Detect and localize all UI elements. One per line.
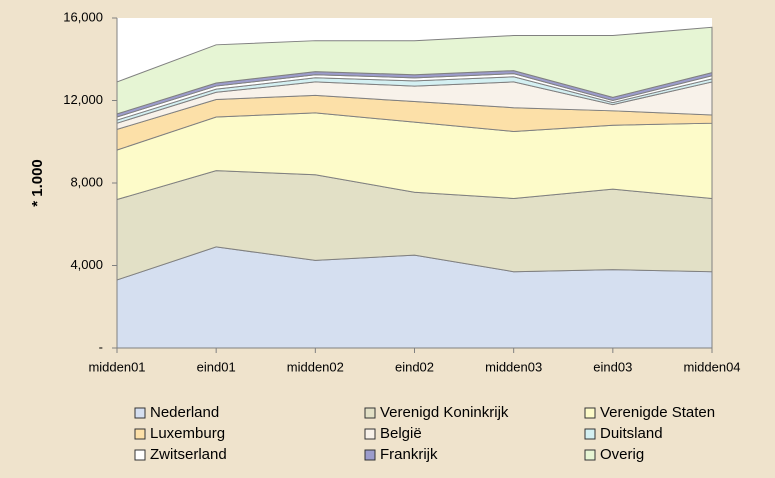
legend-label: Duitsland	[600, 425, 663, 442]
legend-label: België	[380, 425, 422, 442]
legend-swatch	[134, 407, 146, 419]
legend-label: Verenigd Koninkrijk	[380, 404, 509, 421]
legend-label: Zwitserland	[150, 446, 227, 463]
y-tick-label: 4,000	[70, 257, 103, 272]
legend-swatch	[584, 428, 596, 440]
legend-label: Frankrijk	[380, 446, 438, 463]
legend-swatch	[364, 428, 376, 440]
legend-label: Overig	[600, 446, 644, 463]
legend-label: Verenigde Staten	[600, 404, 715, 421]
y-axis-label: * 1.000	[29, 159, 46, 207]
legend-swatch	[134, 428, 146, 440]
legend-swatch	[364, 407, 376, 419]
x-tick-label: midden02	[287, 359, 344, 374]
x-tick-label: midden01	[88, 359, 145, 374]
x-tick-label: midden04	[683, 359, 740, 374]
legend-swatch	[364, 449, 376, 461]
x-tick-label: midden03	[485, 359, 542, 374]
legend-label: Nederland	[150, 404, 219, 421]
x-tick-label: eind01	[197, 359, 236, 374]
y-tick-label: 8,000	[70, 174, 103, 189]
x-tick-label: eind03	[593, 359, 632, 374]
x-tick-label: eind02	[395, 359, 434, 374]
y-tick-label: 16,000	[63, 9, 103, 24]
legend-label: Luxemburg	[150, 425, 225, 442]
legend-swatch	[584, 407, 596, 419]
legend-swatch	[584, 449, 596, 461]
legend-swatch	[134, 449, 146, 461]
y-tick-label: -	[99, 339, 103, 354]
y-tick-label: 12,000	[63, 92, 103, 107]
area	[116, 26, 713, 115]
